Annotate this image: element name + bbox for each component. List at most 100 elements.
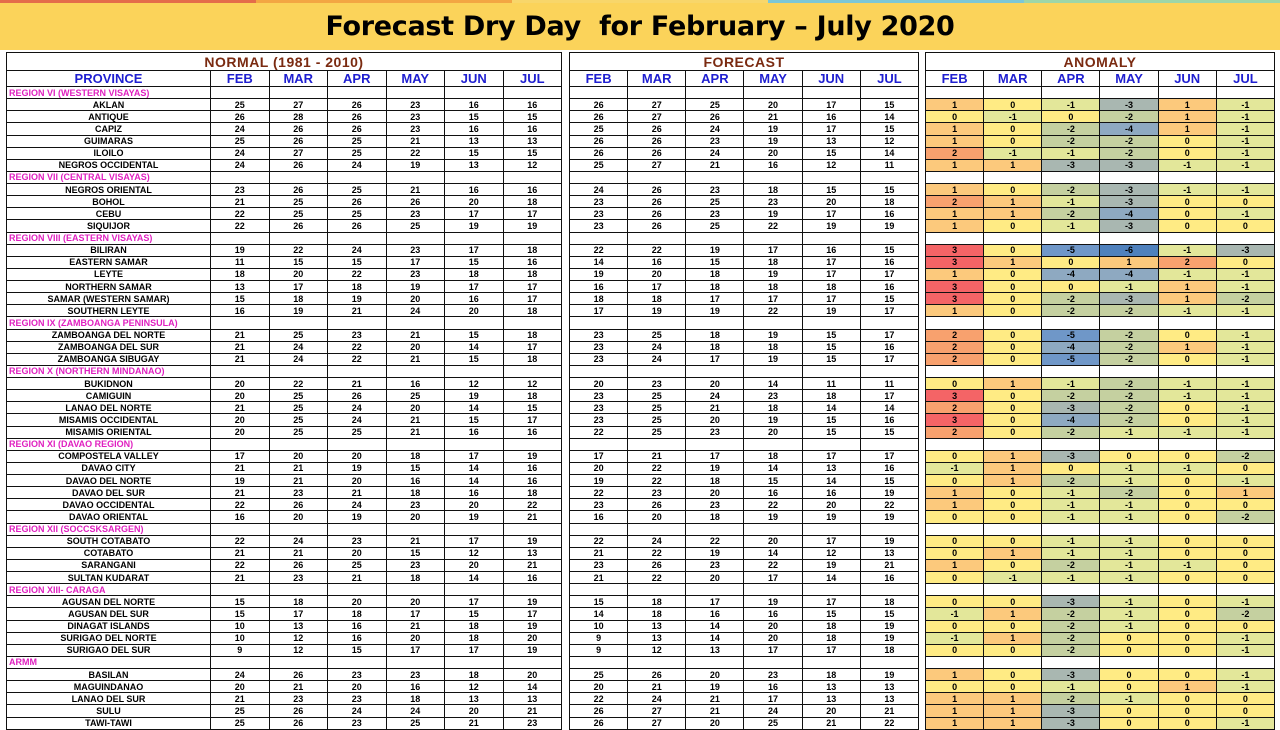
forecast-value: 16	[568, 510, 629, 524]
anomaly-value: -4	[1041, 267, 1101, 282]
normal-value: 17	[444, 279, 504, 294]
empty-cell	[983, 583, 1043, 597]
anomaly-value: 0	[1157, 704, 1217, 718]
empty-cell	[568, 316, 629, 330]
empty-cell	[1099, 364, 1159, 379]
anomaly-value: -1	[1099, 570, 1159, 585]
empty-cell	[859, 85, 920, 100]
forecast-value: 22	[743, 219, 803, 233]
empty-cell	[859, 316, 920, 330]
anomaly-value: -1	[1157, 182, 1217, 197]
normal-value: 13	[268, 619, 328, 633]
anomaly-value: -4	[1041, 340, 1101, 354]
normal-value: 16	[210, 510, 270, 524]
anomaly-value: -3	[1041, 667, 1101, 682]
anomaly-value: 0	[983, 534, 1043, 548]
forecast-value: 17	[685, 352, 745, 366]
forecast-value: 23	[685, 207, 745, 221]
empty-cell	[1157, 231, 1217, 245]
normal-value: 12	[444, 680, 504, 694]
empty-cell	[1041, 85, 1101, 100]
forecast-value: 21	[568, 570, 629, 585]
anomaly-value: 0	[983, 558, 1043, 573]
empty-cell	[743, 655, 803, 670]
forecast-value: 18	[743, 340, 803, 354]
normal-value: 28	[268, 110, 328, 124]
forecast-value: 18	[743, 449, 803, 463]
forecast-row: 18 18 17 17 17 15	[568, 292, 920, 306]
anomaly-value: 1	[983, 692, 1043, 706]
anomaly-value: 0	[1157, 716, 1217, 730]
anomaly-value: 0	[1157, 449, 1217, 463]
forecast-row: 20 22 19 14 13 16	[568, 461, 920, 476]
empty-cell	[327, 437, 387, 451]
anomaly-value: 0	[983, 619, 1043, 633]
normal-value: 25	[385, 716, 445, 730]
anomaly-value: 0	[924, 473, 985, 488]
normal-value: 19	[385, 158, 445, 172]
normal-value: 20	[385, 631, 445, 645]
empty-cell	[385, 437, 445, 451]
normal-value: 21	[385, 352, 445, 366]
empty-cell	[685, 316, 745, 330]
province-column-header: PROVINCE	[6, 70, 211, 87]
region-spacer-row	[568, 316, 920, 330]
forecast-value: 15	[859, 425, 920, 439]
stripe-segment	[512, 0, 768, 3]
region-spacer-row	[568, 583, 920, 597]
forecast-value: 27	[627, 98, 687, 112]
anomaly-value: 1	[924, 158, 985, 172]
anomaly-value: 1	[924, 486, 985, 500]
normal-value: 22	[268, 243, 328, 257]
forecast-value: 18	[801, 631, 861, 645]
stripe-segment	[0, 0, 256, 3]
forecast-section: FORECAST FEB MAR APR MAY JUN JUL 26 27 25 20 17 15 26…	[568, 52, 920, 730]
anomaly-row: 1 0 -2 -4 1 -1	[924, 122, 1276, 136]
normal-value: 23	[502, 716, 562, 730]
normal-value: 15	[444, 413, 504, 427]
normal-value: 18	[502, 243, 562, 257]
anomaly-value: -1	[1215, 595, 1276, 609]
anomaly-value: -1	[1215, 279, 1276, 294]
forecast-row: 22 24 21 17 13 13	[568, 692, 920, 706]
forecast-row: 23 24 17 19 15 17	[568, 352, 920, 366]
forecast-row: 23 25 24 23 18 17	[568, 389, 920, 403]
normal-value: 23	[327, 716, 387, 730]
region-label: REGION XIII- CARAGA	[6, 583, 211, 597]
empty-cell	[924, 316, 985, 330]
empty-cell	[801, 522, 861, 536]
region-label: ARMM	[6, 655, 211, 670]
forecast-value: 19	[801, 510, 861, 524]
anomaly-value: 0	[983, 279, 1043, 294]
empty-cell	[210, 170, 270, 185]
forecast-value: 24	[627, 340, 687, 354]
normal-value: 10	[210, 619, 270, 633]
anomaly-value: 1	[924, 98, 985, 112]
normal-value: 21	[385, 328, 445, 342]
region-label: REGION VIII (EASTERN VISAYAS)	[6, 231, 211, 245]
anomaly-value: -1	[1041, 546, 1101, 560]
forecast-value: 17	[801, 207, 861, 221]
anomaly-value: -2	[1099, 376, 1159, 391]
empty-cell	[1157, 522, 1217, 536]
normal-value: 26	[327, 98, 387, 112]
normal-value: 26	[210, 110, 270, 124]
province-row: NEGROS ORIENTAL 23 26 25 21 16 16	[6, 182, 562, 197]
anomaly-value: 0	[983, 328, 1043, 342]
anomaly-value: -1	[1041, 376, 1101, 391]
normal-value: 20	[210, 425, 270, 439]
normal-value: 21	[210, 486, 270, 500]
normal-value: 17	[268, 607, 328, 621]
anomaly-value: -1	[1215, 146, 1276, 160]
forecast-value: 22	[568, 692, 629, 706]
forecast-value: 16	[743, 486, 803, 500]
empty-cell	[210, 231, 270, 245]
forecast-value: 20	[743, 98, 803, 112]
normal-value: 23	[385, 243, 445, 257]
forecast-value: 19	[801, 558, 861, 573]
forecast-row: 17 19 19 22 19 17	[568, 304, 920, 318]
empty-cell	[627, 170, 687, 185]
forecast-value: 24	[627, 534, 687, 548]
forecast-value: 18	[627, 292, 687, 306]
normal-value: 12	[444, 376, 504, 391]
